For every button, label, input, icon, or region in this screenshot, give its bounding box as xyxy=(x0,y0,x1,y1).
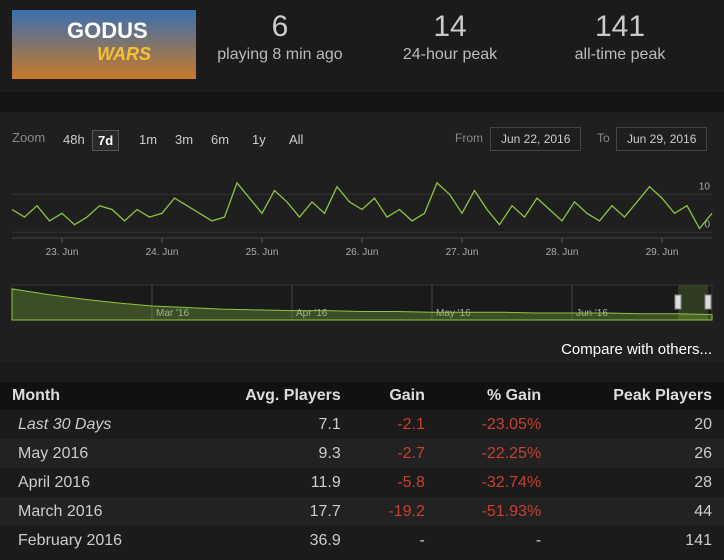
table-cell: -19.2 xyxy=(352,497,437,526)
x-tick-label: Apr '16 xyxy=(296,308,328,319)
table-cell: 7.1 xyxy=(186,410,353,439)
table-cell: 17.7 xyxy=(186,497,353,526)
x-tick-label: May '16 xyxy=(436,308,471,319)
table: Month Avg. Players Gain% Gain Peak Players L… xyxy=(0,382,724,555)
y-tick-label: 10 xyxy=(699,181,711,192)
selection xyxy=(678,285,708,320)
table-cell: -5.8 xyxy=(352,468,437,497)
table-cell: -51.93% xyxy=(436,497,554,526)
from-date[interactable]: Jun 22, 2016 xyxy=(490,127,582,151)
table-cell: 26 xyxy=(553,439,724,468)
stat-value: 141 xyxy=(594,10,646,43)
table-cell: 9.3 xyxy=(186,439,353,468)
zoom-button[interactable]: All xyxy=(289,132,304,147)
table-cell: 36.9 xyxy=(186,526,353,555)
table-cell: April 2016 xyxy=(0,468,187,497)
zoom-button[interactable]: 7d xyxy=(92,130,120,151)
handle xyxy=(674,294,682,310)
table-cell: 11.9 xyxy=(186,468,353,497)
table-cell: -2.1 xyxy=(352,410,437,439)
x-tick-label: 27. Jun xyxy=(446,247,479,258)
zoom-button[interactable]: 3m xyxy=(175,132,194,147)
charts: 0 10 23. Jun 24. Jun 25. Jun 26. Jun 27. Jun 28… xyxy=(11,181,713,321)
zoom-button[interactable]: 6m xyxy=(211,132,230,147)
table-cell: 44 xyxy=(553,497,724,526)
logo: GODUS WARS xyxy=(12,10,196,79)
table-cell: March 2016 xyxy=(0,497,187,526)
column-header: % Gain xyxy=(436,382,554,410)
zoom-label: Zoom xyxy=(12,130,46,145)
compare-link[interactable]: Compare with others... xyxy=(561,341,712,358)
to-date[interactable]: Jun 29, 2016 xyxy=(616,127,708,151)
x-tick-label: 23. Jun xyxy=(46,247,79,258)
table-row: April 2016 11.9 -5.8 -32.74% 28 xyxy=(0,468,724,497)
area xyxy=(11,288,713,321)
x-tick-label: 24. Jun xyxy=(146,247,179,258)
x-tick-label: 29. Jun xyxy=(646,247,679,258)
column-header: Month xyxy=(0,382,187,410)
from-label: From xyxy=(455,131,483,145)
x-tick-label: 25. Jun xyxy=(246,247,279,258)
stat-label: all-time peak xyxy=(574,46,666,63)
y-tick-label: 0 xyxy=(704,219,710,230)
table-row: March 2016 17.7 -19.2 -51.93% 44 xyxy=(0,497,724,526)
zoom-button[interactable]: 1y xyxy=(252,132,266,147)
column-header: Avg. Players xyxy=(186,382,353,410)
to-label: To xyxy=(597,131,610,145)
handle xyxy=(704,294,712,310)
stat-value: 14 xyxy=(433,10,467,43)
x-tick-label: Mar '16 xyxy=(156,308,189,319)
stat-value: 6 xyxy=(271,10,289,43)
table-cell: 20 xyxy=(553,410,724,439)
stat-label: playing 8 min ago xyxy=(217,46,343,63)
stat-label: 24-hour peak xyxy=(402,46,498,63)
table-cell: February 2016 xyxy=(0,526,187,555)
table-row: May 2016 9.3 -2.7 -22.25% 26 xyxy=(0,439,724,468)
table-row: February 2016 36.9- -141 xyxy=(0,526,724,555)
line xyxy=(11,181,713,230)
table-cell: -32.74% xyxy=(436,468,554,497)
column-header: Peak Players xyxy=(553,382,724,410)
table-cell: - xyxy=(352,526,437,555)
separator xyxy=(0,92,724,112)
table-cell: 28 xyxy=(553,468,724,497)
x-tick-label: 26. Jun xyxy=(346,247,379,258)
column-header: Gain xyxy=(352,382,437,410)
zoom-button[interactable]: 48h xyxy=(63,132,85,147)
zoom-button[interactable]: 1m xyxy=(139,132,158,147)
logo-text: GODUS xyxy=(67,18,148,43)
logo-text: WARS xyxy=(97,44,151,64)
table-cell: -23.05% xyxy=(436,410,554,439)
table-cell: - xyxy=(436,526,554,555)
table-cell: 141 xyxy=(553,526,724,555)
table-cell: -22.25% xyxy=(436,439,554,468)
table-row: Last 30 Days 7.1 -2.1 -23.05% 20 xyxy=(0,410,724,439)
table-cell: May 2016 xyxy=(0,439,187,468)
table-cell: -2.7 xyxy=(352,439,437,468)
x-tick-label: 28. Jun xyxy=(546,247,579,258)
table-cell: Last 30 Days xyxy=(0,410,187,439)
